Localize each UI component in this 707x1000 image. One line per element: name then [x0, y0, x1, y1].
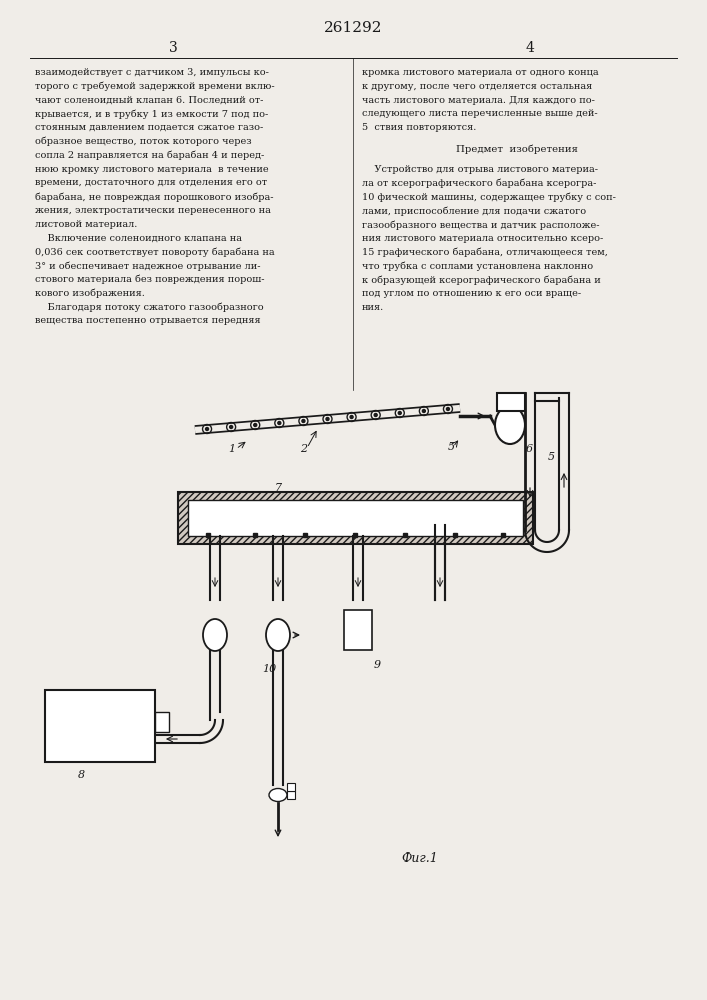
Text: крывается, и в трубку 1 из емкости 7 под по-: крывается, и в трубку 1 из емкости 7 под… [35, 109, 268, 119]
Text: образное вещество, поток которого через: образное вещество, поток которого через [35, 137, 252, 146]
Bar [188, 500, 523, 536]
Text: торого с требуемой задержкой времени вклю-: торого с требуемой задержкой времени вкл… [35, 82, 274, 91]
Text: 10 фической машины, содержащее трубку с соп-: 10 фической машины, содержащее трубку с … [362, 192, 616, 202]
Text: к образующей ксерографического барабана и: к образующей ксерографического барабана … [362, 275, 601, 285]
Circle shape [422, 410, 426, 412]
Text: взаимодействует с датчиком 3, импульсы ко-: взаимодействует с датчиком 3, импульсы к… [35, 68, 269, 77]
Circle shape [326, 418, 329, 420]
Text: следующего листа перечисленные выше дей-: следующего листа перечисленные выше дей- [362, 109, 597, 118]
Circle shape [230, 426, 233, 428]
Text: кового изображения.: кового изображения. [35, 289, 145, 298]
Text: нюю кромку листового материала  в течение: нюю кромку листового материала в течение [35, 165, 269, 174]
Text: Включение соленоидного клапана на: Включение соленоидного клапана на [35, 234, 242, 243]
Text: 2: 2 [300, 444, 307, 454]
Text: стоянным давлением подается сжатое газо-: стоянным давлением подается сжатое газо- [35, 123, 263, 132]
Bar [155, 712, 169, 732]
Circle shape [398, 412, 402, 414]
Bar [344, 610, 372, 650]
Text: стового материала без повреждения порош-: стового материала без повреждения порош- [35, 275, 264, 284]
Text: Предмет  изобретения: Предмет изобретения [456, 145, 578, 154]
Text: 9: 9 [374, 660, 381, 670]
Circle shape [206, 428, 209, 430]
Text: 6: 6 [526, 444, 533, 454]
Circle shape [446, 408, 450, 410]
Text: чают соленоидный клапан 6. Последний от-: чают соленоидный клапан 6. Последний от- [35, 96, 264, 105]
Text: 3° и обеспечивает надежное отрывание ли-: 3° и обеспечивает надежное отрывание ли- [35, 261, 260, 271]
Text: ния.: ния. [362, 303, 384, 312]
Text: 15 графического барабана, отличающееся тем,: 15 графического барабана, отличающееся т… [362, 248, 608, 257]
Text: ния листового материала относительно ксеро-: ния листового материала относительно ксе… [362, 234, 603, 243]
Text: кромка листового материала от одного конца: кромка листового материала от одного кон… [362, 68, 599, 77]
Text: к другому, после чего отделяется остальная: к другому, после чего отделяется остальн… [362, 82, 592, 91]
Text: под углом по отношению к его оси враще-: под углом по отношению к его оси враще- [362, 289, 581, 298]
Text: 0,036 сек соответствует повороту барабана на: 0,036 сек соответствует повороту барабан… [35, 247, 274, 257]
Ellipse shape [203, 619, 227, 651]
Text: 4: 4 [525, 41, 534, 55]
Text: 10: 10 [262, 664, 276, 674]
Ellipse shape [495, 406, 525, 444]
Text: сопла 2 направляется на барабан 4 и перед-: сопла 2 направляется на барабан 4 и пере… [35, 151, 264, 160]
Text: 8: 8 [78, 770, 85, 780]
Text: барабана, не повреждая порошкового изобра-: барабана, не повреждая порошкового изобр… [35, 192, 274, 202]
Bar [497, 393, 525, 411]
Ellipse shape [266, 619, 290, 651]
Text: жения, электростатически перенесенного на: жения, электростатически перенесенного н… [35, 206, 271, 215]
Text: лами, приспособление для подачи сжатого: лами, приспособление для подачи сжатого [362, 206, 586, 216]
Text: что трубка с соплами установлена наклонно: что трубка с соплами установлена наклонн… [362, 261, 593, 271]
Text: 5  ствия повторяются.: 5 ствия повторяются. [362, 123, 477, 132]
Text: 7: 7 [274, 483, 281, 493]
Text: газообразного вещества и датчик расположе-: газообразного вещества и датчик располож… [362, 220, 600, 230]
Bar [178, 492, 533, 544]
Circle shape [350, 416, 353, 418]
Text: вещества постепенно отрывается передняя: вещества постепенно отрывается передняя [35, 316, 261, 325]
Bar [287, 783, 295, 791]
Text: 1: 1 [228, 444, 235, 454]
Ellipse shape [269, 788, 287, 802]
Circle shape [278, 422, 281, 424]
Text: Устройство для отрыва листового материа-: Устройство для отрыва листового материа- [362, 165, 598, 174]
Text: 5: 5 [448, 442, 455, 452]
Text: 3: 3 [169, 41, 177, 55]
Bar [287, 791, 295, 799]
Text: времени, достаточного для отделения его от: времени, достаточного для отделения его … [35, 178, 267, 187]
Text: ла от ксерографического барабана ксерогра-: ла от ксерографического барабана ксерогр… [362, 179, 597, 188]
Text: часть листового материала. Для каждого по-: часть листового материала. Для каждого п… [362, 96, 595, 105]
Text: листовой материал.: листовой материал. [35, 220, 137, 229]
Text: Фиг.1: Фиг.1 [402, 852, 438, 864]
Circle shape [254, 424, 257, 426]
Circle shape [302, 420, 305, 422]
Bar [45, 690, 155, 762]
Text: 261292: 261292 [324, 21, 382, 35]
Text: Благодаря потоку сжатого газообразного: Благодаря потоку сжатого газообразного [35, 303, 264, 312]
Circle shape [374, 414, 377, 416]
Text: 5: 5 [548, 452, 555, 462]
